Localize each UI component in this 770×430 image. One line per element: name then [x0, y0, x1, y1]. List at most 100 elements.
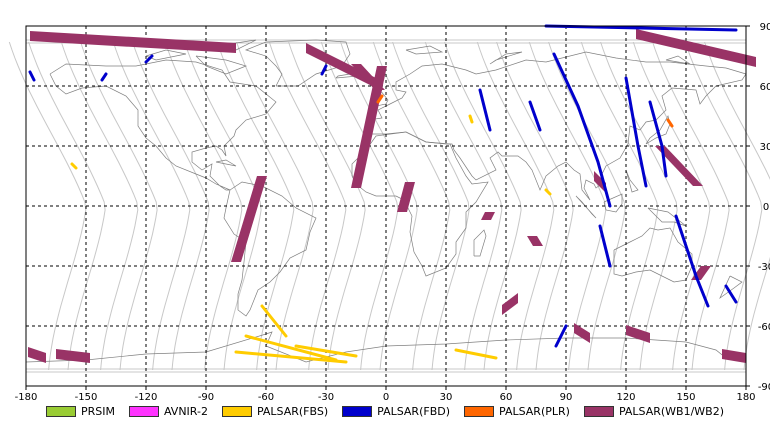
y-tick-label: -30 [758, 262, 770, 273]
coastline [575, 195, 597, 219]
x-tick-label: -90 [198, 392, 214, 403]
orbit-track [476, 41, 555, 371]
x-tick-label: 90 [560, 392, 573, 403]
coastline [25, 331, 747, 363]
fbd-swath [648, 100, 668, 178]
orbit-track [684, 41, 763, 371]
x-tick-label: 150 [676, 392, 695, 403]
y-tick-label: 30 [760, 142, 770, 153]
coastline [489, 51, 523, 65]
fbd-swath [674, 214, 710, 308]
x-tick-label: -150 [75, 392, 98, 403]
wb-swath [28, 347, 46, 363]
legend-swatch [342, 405, 373, 417]
coastline [473, 229, 487, 257]
fbd-swath [528, 100, 542, 132]
fbd-swath [598, 224, 612, 268]
legend-label: PALSAR(PLR) [499, 404, 570, 418]
y-axis-ticks: 90 60 30 0 -30 -60 -90 [746, 22, 770, 393]
wb-swath [594, 171, 606, 193]
x-tick-label: 120 [616, 392, 635, 403]
legend-swatch [464, 405, 495, 417]
coastline [665, 55, 691, 65]
wb-swath [351, 66, 387, 188]
wb-swath [527, 236, 543, 246]
legend: PRSIM AVNIR-2 PALSAR(FBS) PALSAR(FBD) PALSAR… [0, 402, 770, 420]
orbit-track [164, 41, 243, 371]
legend-label: PRSIM [80, 404, 115, 418]
legend-label: AVNIR-2 [163, 404, 208, 418]
wb-swath [655, 146, 703, 186]
fbs-swath [454, 348, 498, 360]
wb-swath [397, 182, 415, 212]
fbs-swath [70, 162, 78, 170]
x-tick-label: -30 [318, 392, 334, 403]
legend-swatch [45, 405, 76, 417]
legend-swatch [221, 405, 252, 417]
x-tick-label: 30 [440, 392, 453, 403]
x-tick-label: -120 [135, 392, 158, 403]
plr-swath [376, 94, 384, 104]
x-tick-label: 60 [500, 392, 513, 403]
orbit-track [60, 41, 139, 371]
legend-label: PALSAR(FBD) [377, 404, 451, 418]
coastline [244, 39, 351, 87]
fbd-swath [100, 72, 108, 82]
y-tick-label: 0 [763, 202, 769, 213]
x-tick-label: 180 [736, 392, 755, 403]
legend-label: PALSAR(WB1/WB2) [618, 404, 725, 418]
fbs-swath [294, 344, 358, 358]
wb-swath [636, 29, 756, 67]
coastline [49, 59, 277, 191]
coastline [351, 131, 489, 277]
plr-swath [666, 118, 674, 128]
fbs-swath [468, 114, 474, 124]
coastline [195, 55, 248, 75]
wb-swath [231, 176, 267, 262]
fbs-swath [544, 188, 552, 196]
legend-swatch [128, 405, 159, 417]
wb-swath [306, 43, 382, 91]
fbd-swath [478, 88, 492, 132]
grid-lines [26, 26, 746, 386]
legend-item: PALSAR(FBS) [221, 405, 328, 418]
fbd-swath [144, 54, 154, 64]
x-tick-label: -180 [15, 392, 38, 403]
orbit-track [392, 41, 470, 371]
legend-item: AVNIR-2 [128, 404, 208, 418]
fbd-swath [724, 284, 738, 304]
legend-item: PALSAR(WB1/WB2) [583, 404, 725, 418]
x-tick-label: 0 [383, 392, 389, 403]
x-axis-ticks: -180 -150 -120 -90 -60 -30 0 30 60 90 120 150 180 [15, 386, 756, 403]
coastline [145, 49, 187, 61]
x-tick-label: -60 [258, 392, 274, 403]
wb-swath [574, 323, 590, 343]
orbit-track [632, 41, 711, 371]
legend-item: PRSIM [45, 404, 115, 418]
y-tick-label: 60 [760, 82, 770, 93]
fbs-swath [234, 350, 348, 364]
fbs-swath [260, 304, 288, 338]
coastline [625, 169, 639, 193]
fbd-swath [554, 324, 568, 348]
coastline [365, 51, 747, 201]
orbit-track [372, 41, 451, 371]
wb-swath [56, 349, 90, 363]
wb-swath [502, 293, 518, 315]
observation-swaths [28, 24, 756, 364]
wb-swath [626, 325, 650, 343]
legend-swatch [583, 405, 614, 417]
legend-item: PALSAR(FBD) [342, 405, 450, 418]
y-tick-label: 90 [760, 22, 770, 33]
orbit-track [320, 41, 399, 371]
wb-swath [722, 349, 746, 363]
coastline [719, 275, 743, 300]
fbd-swath [320, 64, 328, 76]
orbit-track [548, 41, 626, 371]
y-tick-label: -90 [758, 382, 770, 393]
fbd-swath [544, 24, 738, 32]
orbit-track [8, 41, 87, 371]
orbit-track [704, 41, 770, 371]
fbd-swath [624, 76, 648, 188]
